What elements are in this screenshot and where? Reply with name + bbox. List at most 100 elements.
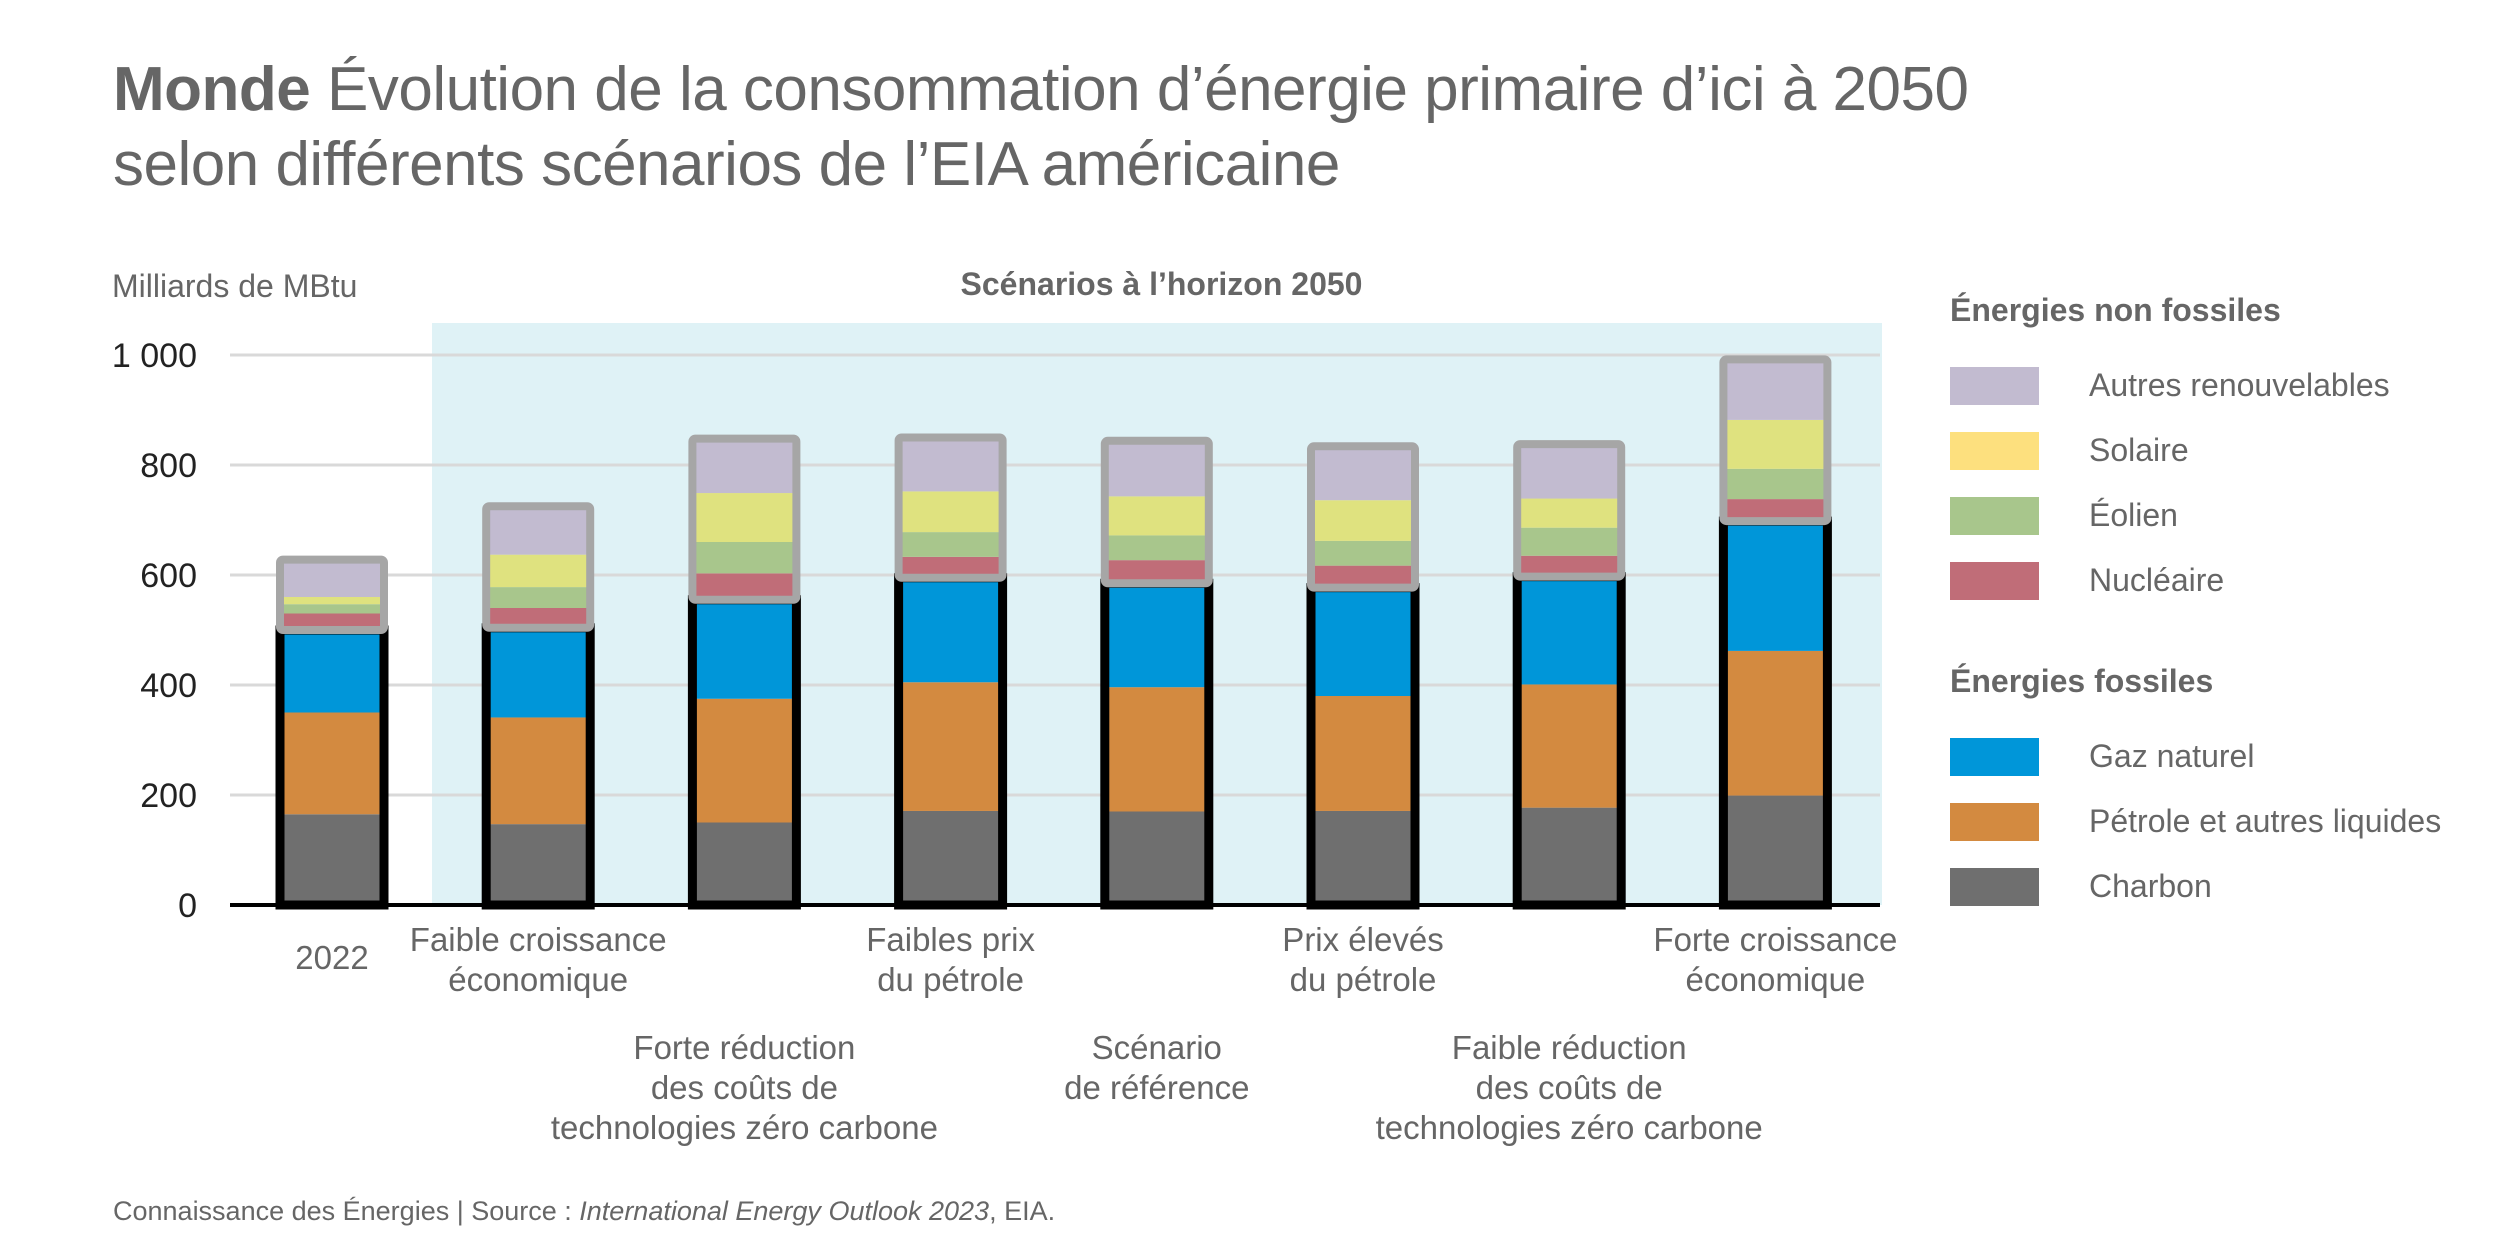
y-tick-label: 200 bbox=[140, 777, 197, 815]
bar-segment-solaire bbox=[280, 597, 384, 605]
x-tick-label-line: du pétrole bbox=[1289, 961, 1437, 998]
x-tick-label: Faible réduction des coûts de technologies… bbox=[1376, 1028, 1763, 1148]
bar-segment-solaire bbox=[1311, 500, 1415, 541]
bar-segment-autres-renouvelables bbox=[1723, 359, 1828, 420]
title-line-2: selon différents scénarios de l’EIA amér… bbox=[113, 130, 1340, 199]
legend-label: Autres renouvelables bbox=[2089, 367, 2390, 403]
bar-segment-solaire bbox=[1723, 419, 1828, 469]
bar-segment--olien bbox=[280, 604, 384, 614]
x-tick-label: Scénario de référence bbox=[1064, 1028, 1249, 1108]
bar-segment-nucl-aire bbox=[692, 573, 797, 600]
x-tick-label-line: du pétrole bbox=[877, 961, 1024, 998]
bar-segment-p-trole-et-autres-liquides bbox=[1104, 687, 1209, 812]
bar-segment--olien bbox=[1517, 527, 1622, 556]
bar-segment-charbon bbox=[898, 810, 1003, 905]
bar-segment-charbon bbox=[1723, 795, 1828, 905]
non-fossil-outline bbox=[482, 502, 595, 632]
x-tick-label: Prix élevés du pétrole bbox=[1282, 920, 1443, 1000]
bar-segment-nucl-aire bbox=[1104, 560, 1209, 584]
bar-segment-charbon bbox=[1311, 810, 1415, 905]
bar-segment-nucl-aire bbox=[280, 613, 384, 630]
x-tick-label-line: des coûts de bbox=[1475, 1069, 1663, 1106]
title-bold: Monde bbox=[113, 55, 311, 124]
y-axis-unit-label: Milliards de MBtu bbox=[112, 268, 358, 304]
footer-source: Connaissance des Énergies | Source : Int… bbox=[113, 1196, 1055, 1227]
legend-swatch bbox=[1950, 496, 2039, 535]
bar-segment-p-trole-et-autres-liquides bbox=[486, 717, 591, 825]
legend-label: Charbon bbox=[2089, 868, 2212, 904]
x-tick-label-line: Forte réduction bbox=[633, 1029, 856, 1066]
title-line-1-text: Évolution de la consommation d’énergie p… bbox=[326, 55, 1969, 124]
x-tick-label: 2022 bbox=[295, 938, 368, 978]
non-fossil-outline bbox=[894, 433, 1007, 582]
x-tick-label-line: technologies zéro carbone bbox=[550, 1109, 938, 1146]
bar-segment-charbon bbox=[692, 822, 797, 905]
legend: Énergies non fossiles Autres renouvelable… bbox=[1950, 292, 2441, 919]
bar-segment-gaz-naturel bbox=[280, 630, 384, 713]
non-fossil-outline bbox=[1513, 440, 1626, 581]
x-tick-label-line: Scénario bbox=[1091, 1029, 1222, 1066]
x-tick-label: Faibles prix du pétrole bbox=[866, 920, 1035, 1000]
bar-segment-autres-renouvelables bbox=[1104, 440, 1209, 497]
legend-swatch bbox=[1950, 737, 2039, 776]
x-tick-label-line: Faible réduction bbox=[1451, 1029, 1687, 1066]
y-tick-label: 800 bbox=[140, 447, 197, 485]
bar-segment-gaz-naturel bbox=[692, 599, 797, 699]
bar-segment-autres-renouvelables bbox=[898, 437, 1003, 492]
bar-segment--olien bbox=[486, 587, 591, 608]
legend-item: Charbon bbox=[1950, 854, 2441, 919]
bar-segment-autres-renouvelables bbox=[1311, 446, 1415, 501]
footer-prefix: Connaissance des Énergies | Source : bbox=[113, 1196, 580, 1226]
bar-segment-p-trole-et-autres-liquides bbox=[692, 698, 797, 823]
bar-segment-solaire bbox=[1104, 496, 1209, 536]
x-tick-label-line: de référence bbox=[1064, 1069, 1250, 1106]
legend-swatch bbox=[1950, 366, 2039, 405]
bar-segment-charbon bbox=[1104, 811, 1209, 905]
non-fossil-outline bbox=[276, 555, 388, 634]
legend-swatch bbox=[1950, 802, 2039, 841]
bar-segment--olien bbox=[1104, 535, 1209, 561]
bar-segment-p-trole-et-autres-liquides bbox=[280, 712, 384, 815]
x-tick-label-line: économique bbox=[1685, 961, 1866, 998]
legend-swatch bbox=[1950, 561, 2039, 600]
bar-segment-solaire bbox=[1517, 498, 1622, 528]
legend-item: Éolien bbox=[1950, 483, 2441, 548]
legend-item: Autres renouvelables bbox=[1950, 353, 2441, 418]
bar-segment-autres-renouvelables bbox=[1517, 444, 1622, 499]
non-fossil-outline bbox=[1307, 442, 1419, 592]
legend-label: Pétrole et autres liquides bbox=[2089, 803, 2442, 839]
bar-segment-gaz-naturel bbox=[1104, 583, 1209, 688]
footer-source-title: International Energy Outlook 2023 bbox=[579, 1196, 990, 1226]
bar-segment-solaire bbox=[692, 493, 797, 542]
scenario-region-label: Scénarios à l’horizon 2050 bbox=[960, 266, 1363, 302]
x-tick-label-line: 2022 bbox=[295, 939, 369, 976]
x-tick-label-line: Forte croissance bbox=[1653, 921, 1898, 958]
bar-segment-nucl-aire bbox=[1311, 565, 1415, 588]
bar-segment-solaire bbox=[486, 554, 591, 588]
legend-label: Solaire bbox=[2089, 432, 2189, 468]
chart-title: Monde Évolution de la consommation d’éne… bbox=[113, 52, 1969, 202]
bar-segment-charbon bbox=[280, 814, 384, 905]
x-tick-label: Forte réduction des coûts de technologies … bbox=[551, 1028, 938, 1148]
bar-segment-solaire bbox=[898, 491, 1003, 533]
y-tick-label: 400 bbox=[140, 667, 197, 705]
legend-label: Éolien bbox=[2089, 497, 2178, 533]
legend-swatch bbox=[1950, 431, 2039, 470]
non-fossil-outline bbox=[1100, 436, 1213, 588]
bar-segment-charbon bbox=[1517, 807, 1622, 905]
x-tick-label-line: Faible croissance bbox=[409, 921, 667, 958]
bar-segment-nucl-aire bbox=[486, 608, 591, 628]
bar-segment-gaz-naturel bbox=[486, 627, 591, 718]
bar-segment-nucl-aire bbox=[898, 556, 1003, 578]
footer-suffix: , EIA. bbox=[989, 1196, 1056, 1226]
legend-item: Solaire bbox=[1950, 418, 2441, 483]
bar-segment-autres-renouvelables bbox=[280, 559, 384, 597]
x-tick-label-line: Prix élevés bbox=[1282, 921, 1444, 958]
x-tick-label-line: des coûts de bbox=[650, 1069, 838, 1106]
non-fossil-outline bbox=[1719, 355, 1832, 526]
x-tick-label-line: technologies zéro carbone bbox=[1375, 1109, 1763, 1146]
bar-segment-p-trole-et-autres-liquides bbox=[1517, 684, 1622, 808]
x-tick-label: Faible croissance économique bbox=[410, 920, 667, 1000]
bar-segment-gaz-naturel bbox=[1311, 587, 1415, 696]
